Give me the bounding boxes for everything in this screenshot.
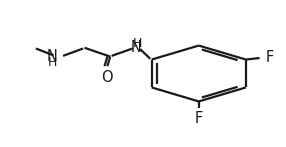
Text: H: H	[48, 56, 57, 69]
Text: F: F	[265, 50, 273, 65]
Text: N: N	[130, 40, 141, 55]
Text: N: N	[46, 49, 57, 64]
Text: F: F	[195, 111, 203, 126]
Text: O: O	[102, 70, 113, 85]
Text: H: H	[133, 37, 142, 50]
